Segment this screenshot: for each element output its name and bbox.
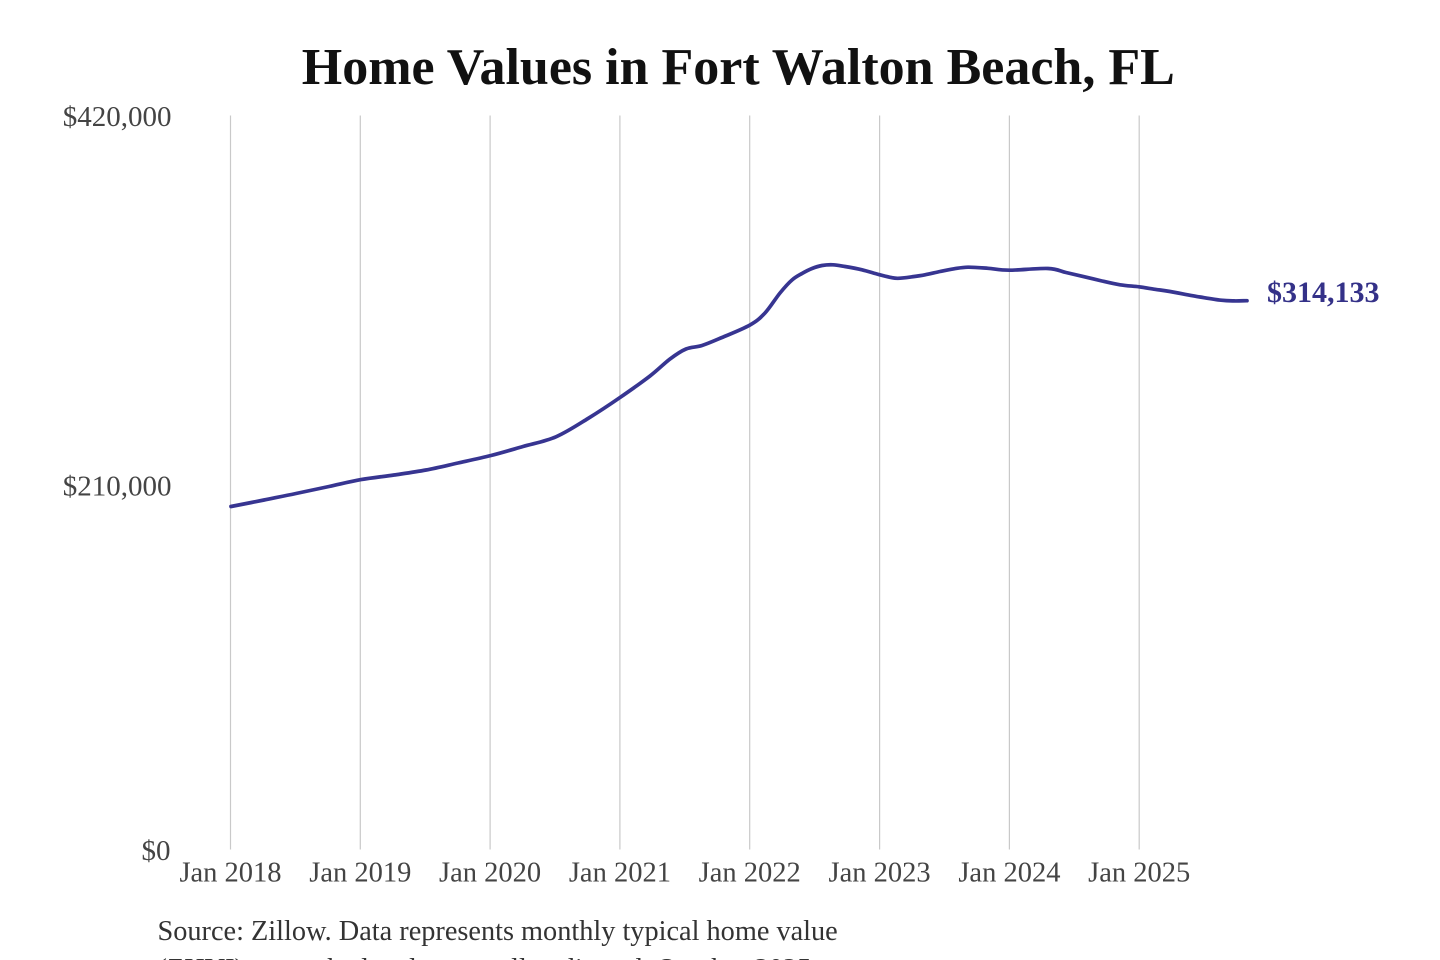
svg-text:$0: $0 xyxy=(142,835,171,867)
svg-text:Jan 2022: Jan 2022 xyxy=(699,858,801,889)
svg-text:Jan 2019: Jan 2019 xyxy=(309,858,411,889)
svg-text:Home Values in Fort Walton Bea: Home Values in Fort Walton Beach, FL xyxy=(302,39,1175,96)
svg-text:Jan 2020: Jan 2020 xyxy=(439,858,541,889)
svg-text:Source: Zillow. Data represent: Source: Zillow. Data represents monthly … xyxy=(158,916,838,947)
svg-text:Jan 2023: Jan 2023 xyxy=(829,858,931,889)
svg-text:$420,000: $420,000 xyxy=(63,101,172,133)
svg-text:Jan 2018: Jan 2018 xyxy=(179,858,281,889)
svg-text:$314,133: $314,133 xyxy=(1267,276,1380,309)
svg-text:Jan 2025: Jan 2025 xyxy=(1088,858,1190,889)
svg-text:(ZHVI), smoothed and seasonall: (ZHVI), smoothed and seasonally adjusted… xyxy=(158,954,812,960)
svg-text:Jan 2021: Jan 2021 xyxy=(569,858,671,889)
svg-text:$210,000: $210,000 xyxy=(63,471,172,503)
svg-text:Jan 2024: Jan 2024 xyxy=(958,858,1060,889)
